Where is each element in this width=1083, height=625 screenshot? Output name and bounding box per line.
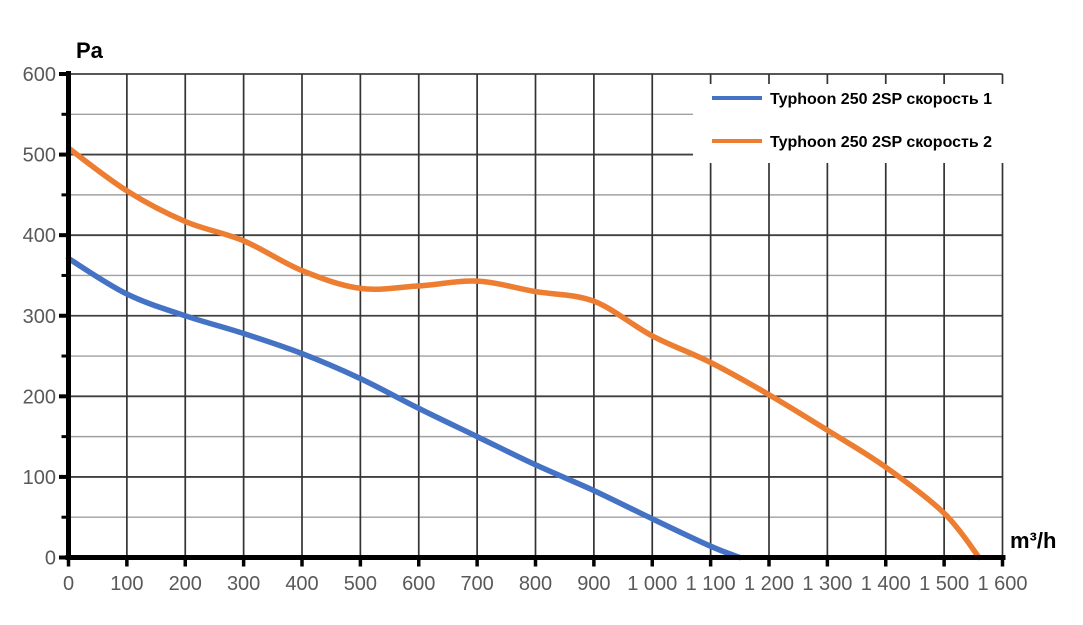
y-tick-label: 200 [23, 386, 56, 408]
series-line-1 [65, 255, 743, 561]
y-tick-label: 500 [23, 145, 56, 167]
y-tick-labels: 0 100 200 300 400 500 600 [23, 64, 56, 570]
x-axis-unit-label: m³/h [1010, 528, 1056, 553]
legend-item-speed-1: Typhoon 250 2SP скорость 1 [712, 91, 992, 108]
x-tick-label: 100 [110, 573, 143, 595]
y-tick-label: 300 [23, 306, 56, 328]
y-tick-label: 400 [23, 225, 56, 247]
y-tick-label: 600 [23, 64, 56, 86]
x-tick-labels: 0 100 200 300 400 500 600 700 800 900 1 000 1 100 1 … [63, 573, 1028, 595]
x-tick-label: 1 000 [627, 573, 677, 595]
x-tick-label: 600 [402, 573, 435, 595]
x-tick-label: 1 200 [744, 573, 794, 595]
x-tick-label: 900 [577, 573, 610, 595]
x-tick-label: 800 [519, 573, 552, 595]
legend-label-speed-2: Typhoon 250 2SP скорость 2 [770, 134, 992, 151]
series-lines [65, 145, 982, 561]
x-tick-label: 0 [63, 573, 74, 595]
y-tick-label: 0 [45, 548, 56, 570]
x-tick-label: 300 [227, 573, 260, 595]
legend-item-speed-2: Typhoon 250 2SP скорость 2 [712, 134, 992, 151]
x-tick-label: 500 [344, 573, 377, 595]
x-tick-label: 1 300 [802, 573, 852, 595]
x-tick-label: 200 [169, 573, 202, 595]
legend: Typhoon 250 2SP скорость 1 Typhoon 250 2… [693, 84, 1012, 163]
x-tick-label: 1 400 [861, 573, 911, 595]
y-axis-unit-label: Pa [76, 38, 104, 63]
x-tick-label: 1 500 [919, 573, 969, 595]
x-tick-label: 700 [460, 573, 493, 595]
x-tick-label: 400 [285, 573, 318, 595]
x-tick-label: 1 100 [686, 573, 736, 595]
tick-marks [59, 72, 1005, 567]
series-line-2 [65, 145, 982, 561]
y-tick-label: 100 [23, 467, 56, 489]
legend-label-speed-1: Typhoon 250 2SP скорость 1 [770, 91, 992, 108]
x-tick-label: 1 600 [977, 573, 1027, 595]
